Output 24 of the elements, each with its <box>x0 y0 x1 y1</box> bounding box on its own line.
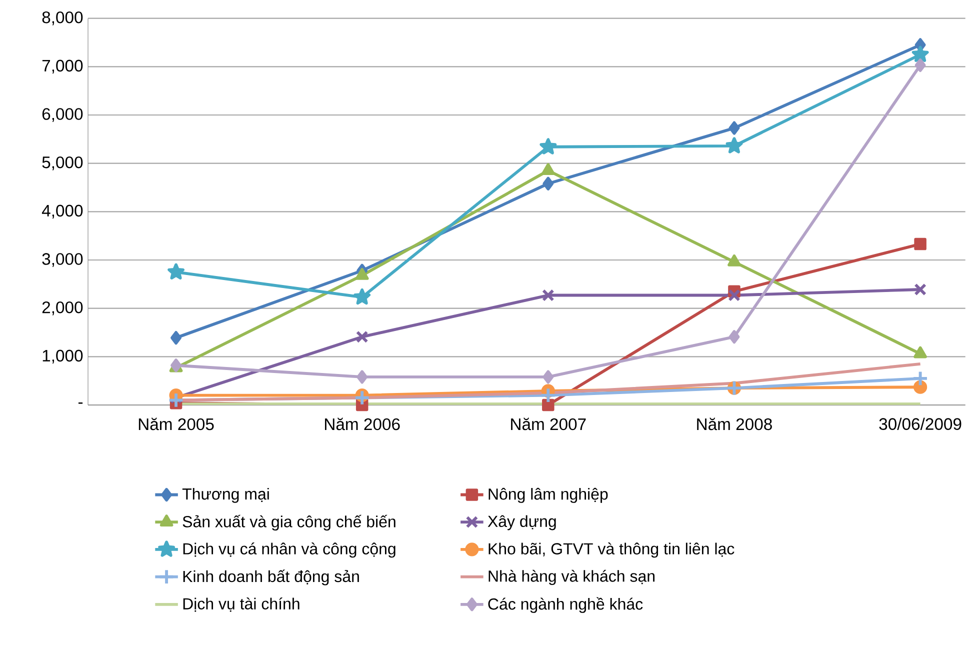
y-tick-label: 4,000 <box>42 204 83 219</box>
y-tick-label: 7,000 <box>42 60 83 74</box>
x-tick-label: Năm 2005 <box>138 418 214 430</box>
legend-label: Nhà hàng và khách sạn <box>488 570 654 586</box>
legend-label: Thương mại <box>182 488 269 503</box>
legend-label: Dịch vụ cá nhân và công cộng <box>183 542 396 558</box>
legend-label: Nông lâm nghiệp <box>488 488 608 503</box>
y-tick-label: 1,000 <box>42 350 83 364</box>
legend-label: Kho bãi, GTVT và thông tin liên lạc <box>488 542 734 558</box>
y-tick-label: 6,000 <box>42 108 83 122</box>
y-tick-label: 5,000 <box>42 156 83 170</box>
y-tick-label: - <box>78 402 83 404</box>
y-tick-label: 8,000 <box>42 11 83 26</box>
legend-label: Xây dựng <box>488 515 556 530</box>
legend-label: Dịch vụ tài chính <box>183 598 300 612</box>
legend-label: Các ngành nghề khác <box>488 597 643 613</box>
x-tick-label: Năm 2007 <box>511 418 586 430</box>
x-tick-label: Năm 2006 <box>325 418 400 430</box>
y-tick-label: 2,000 <box>42 301 83 316</box>
x-tick-label: 30/06/2009 <box>879 418 962 430</box>
x-tick-label: Năm 2008 <box>697 418 772 430</box>
legend-label: Sản xuất và gia công chế biến <box>182 514 396 531</box>
y-tick-label: 3,000 <box>42 253 83 267</box>
legend-label: Kinh doanh bất động sản <box>183 570 359 586</box>
